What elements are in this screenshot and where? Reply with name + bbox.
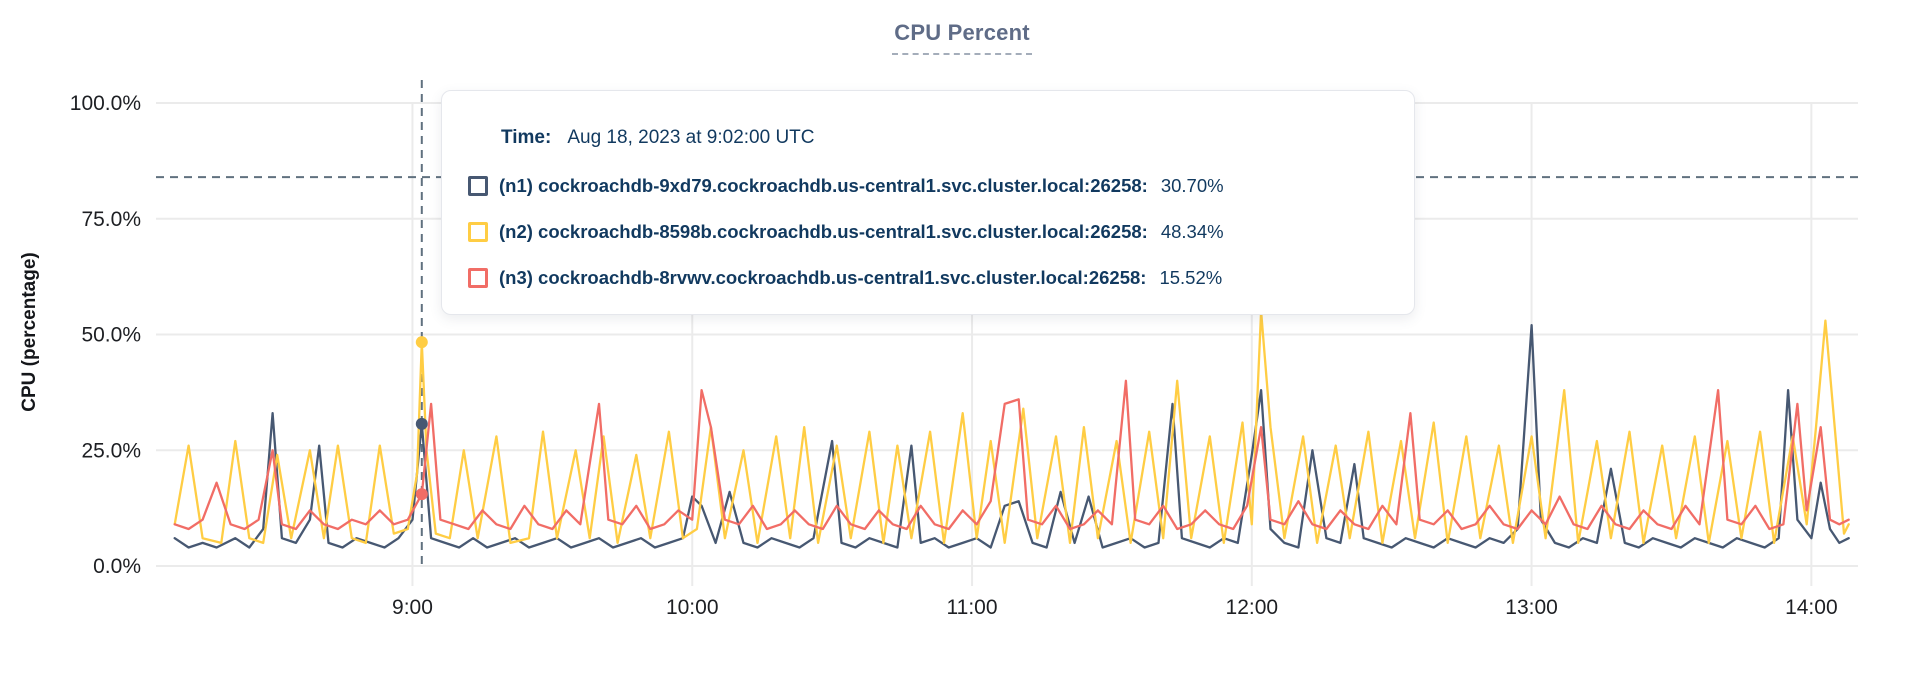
tooltip-row-n2-label: (n2) cockroachdb-8598b.cockroachdb.us-ce… [499,221,1148,242]
y-tick-label: 75.0% [81,208,141,231]
x-tick-label: 14:00 [1785,596,1838,619]
series-line-n1[interactable] [173,324,1850,549]
hover-tooltip: Time: Aug 18, 2023 at 9:02:00 UTC (n1) co… [441,90,1415,315]
x-tick-label: 11:00 [947,596,998,619]
hover-dot-n3 [415,488,428,501]
tooltip-row-n1-value: 30.70% [1160,175,1224,196]
tooltip-row-n1-label: (n1) cockroachdb-9xd79.cockroachdb.us-ce… [499,175,1148,196]
tooltip-row-n1: (n1) cockroachdb-9xd79.cockroachdb.us-ce… [468,163,1400,209]
series-n3-swatch-icon [468,268,488,288]
x-tick-label: 12:00 [1226,596,1279,619]
chart-title-row: CPU Percent [0,20,1924,55]
tooltip-row-n3-value: 15.52% [1159,267,1223,288]
y-tick-label: 100.0% [70,92,141,115]
tooltip-time-row: Time: Aug 18, 2023 at 9:02:00 UTC [501,127,815,149]
hover-dot-n1 [415,417,428,430]
tooltip-row-n3: (n3) cockroachdb-8rvwv.cockroachdb.us-ce… [468,255,1400,301]
x-tick-label: 10:00 [666,596,719,619]
x-tick-label: 13:00 [1505,596,1558,619]
tooltip-row-n2-value: 48.34% [1160,221,1224,242]
series-n1-swatch-icon [468,176,488,196]
tooltip-time-value: Aug 18, 2023 at 9:02:00 UTC [567,127,815,148]
y-tick-label: 25.0% [81,439,141,462]
y-tick-label: 50.0% [81,324,141,347]
y-axis-title: CPU (percentage) [19,252,40,412]
y-tick-label: 0.0% [93,555,141,578]
tooltip-time-label: Time: [501,127,552,148]
x-tick-label: 9:00 [392,596,433,619]
series-n2-swatch-icon [468,222,488,242]
tooltip-row-n2: (n2) cockroachdb-8598b.cockroachdb.us-ce… [468,209,1400,255]
hover-dot-n2 [415,336,428,349]
tooltip-series-rows: (n1) cockroachdb-9xd79.cockroachdb.us-ce… [468,163,1400,301]
chart-title[interactable]: CPU Percent [892,20,1032,55]
tooltip-row-n3-label: (n3) cockroachdb-8rvwv.cockroachdb.us-ce… [499,267,1147,288]
series-line-n3[interactable] [173,379,1850,531]
